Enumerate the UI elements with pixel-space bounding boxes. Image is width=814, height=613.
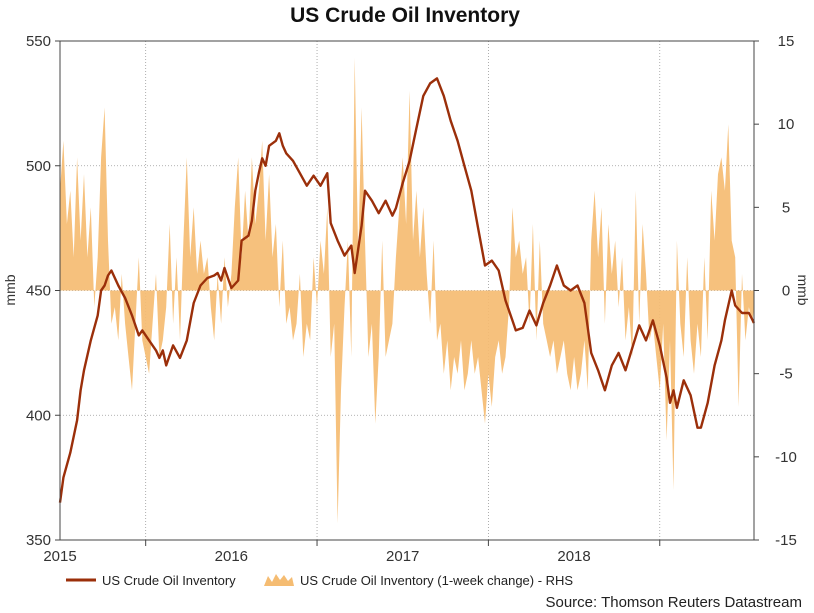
legend-swatch-weekly-change [264,574,294,586]
chart-title: US Crude Oil Inventory [290,4,520,27]
right-tick-label: -15 [775,532,797,549]
right-axis-label: mmb [795,274,811,305]
right-tick-label: -10 [775,449,797,466]
left-tick-label: 400 [26,407,51,424]
legend-label-inventory: US Crude Oil Inventory [102,573,236,588]
x-axis-ticks: 2015 2016 2017 2018 [43,540,661,565]
weekly-change-area [60,57,754,524]
left-tick-label: 450 [26,283,51,300]
right-tick-label: 5 [782,199,790,216]
line-layer [58,77,756,503]
right-tick-label: 15 [778,33,795,50]
x-tick-label: 2018 [557,548,590,565]
left-tick-label: 350 [26,532,51,549]
area-layer [60,57,754,524]
right-tick-label: 10 [778,116,795,133]
source-note: Source: Thomson Reuters Datastream [545,594,802,611]
left-axis-label: mmb [2,274,18,305]
right-tick-label: -5 [779,366,792,383]
left-axis-ticks: 350 400 450 500 550 [26,33,60,549]
x-tick-label: 2015 [43,548,76,565]
x-tick-label: 2017 [386,548,419,565]
left-tick-label: 550 [26,33,51,50]
left-tick-label: 500 [26,158,51,175]
right-axis-ticks: -15 -10 -5 0 5 10 15 [754,33,797,549]
legend: US Crude Oil Inventory US Crude Oil Inve… [66,573,573,588]
right-tick-label: 0 [782,283,790,300]
x-tick-label: 2016 [215,548,248,565]
inventory-line [58,77,756,503]
legend-label-weekly-change: US Crude Oil Inventory (1-week change) -… [300,573,573,588]
